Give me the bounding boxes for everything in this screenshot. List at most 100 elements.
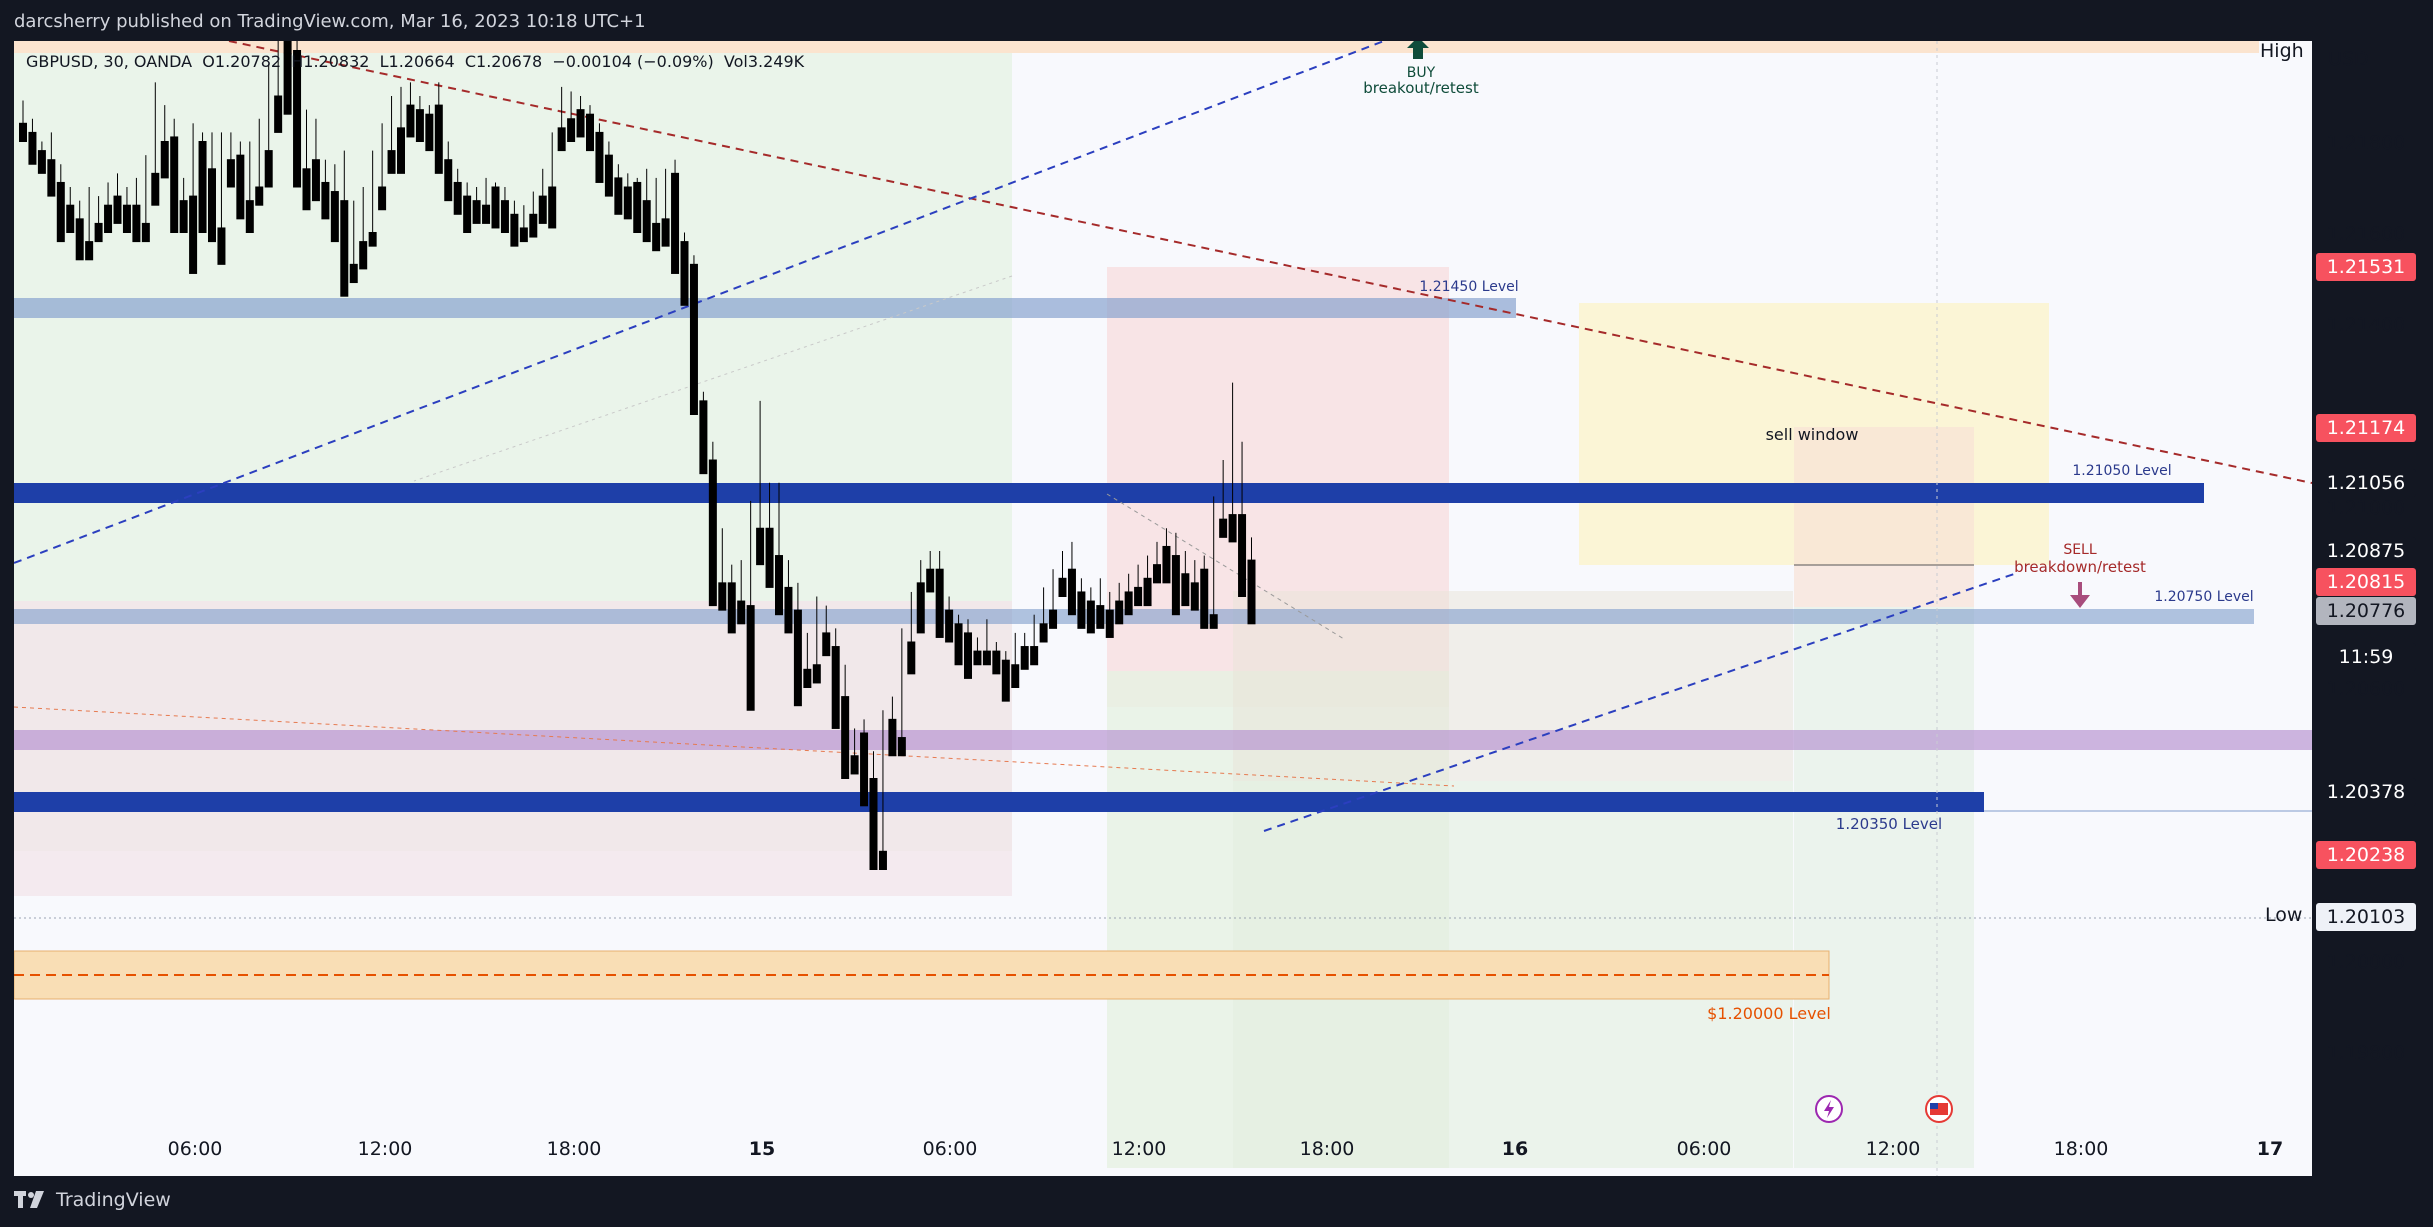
level-label-21450: 1.21450 Level [1419,279,1518,295]
candle-body [633,181,642,233]
footer-bar [0,1177,2433,1227]
candle-body [1096,605,1105,629]
candle-body [916,582,925,634]
candle-body [595,131,604,183]
candle-body [1039,623,1048,643]
price-tick: 1.21400 [2326,314,2406,336]
candle-body [519,227,528,243]
candle-body [1171,555,1180,616]
candle-body [897,737,906,757]
legend-open: O1.20782 [202,52,282,71]
candle-body [415,109,424,143]
time-tick: 18:00 [546,1138,602,1160]
us-flag-canton [1930,1103,1938,1109]
candle-body [756,527,765,566]
candle-body [245,200,254,233]
legend-close: C1.20678 [464,52,543,71]
zone-high-band [14,41,2259,53]
candle-body [671,172,680,274]
candle-body [340,200,349,297]
candle-body [189,195,198,274]
candle-body [311,159,320,202]
candle-body [538,195,547,224]
chart-frame[interactable]: BUY breakout/retest 1.21450 Level 1.21050 L… [13,0,2313,1176]
buy-label: BUY [1407,65,1436,81]
time-tick: 18:00 [2053,1138,2109,1160]
candle-body [567,118,576,142]
time-tick-day: 17 [2256,1138,2284,1160]
candle-body [614,177,623,215]
candle-body [841,696,850,779]
low-marker-label: Low [2265,904,2303,926]
sell-label: SELL [2063,542,2097,558]
candle-body [217,227,226,265]
candle-body [491,186,500,229]
candle-body [500,200,509,233]
candle-body [727,582,736,634]
candle-body [548,186,557,229]
candle-body [907,641,916,675]
price-tick: 1.19800 [2326,1042,2406,1064]
candle-body [255,186,264,206]
candle-body [387,150,396,174]
candle-body [775,555,783,616]
candle-body [132,204,141,243]
price-label-dark: 1.21056 [2316,469,2416,497]
trendline-support [1263,573,2015,832]
candle-body [784,586,793,634]
candle-body [56,181,65,243]
candle-body [321,181,330,220]
time-tick: 06:00 [922,1138,978,1160]
candle-body [330,191,339,243]
candle-body [1105,609,1114,638]
sell-arrow-icon [2070,582,2090,608]
candle-body [66,204,75,233]
price-tick: 1.21600 [2326,223,2406,245]
candle-body [604,154,613,197]
candle-body [1209,614,1218,629]
candle-body [104,204,113,233]
price-label-dark: 1.20378 [2316,778,2416,806]
level-band-21050 [14,483,2204,503]
candle-body [264,150,273,188]
trendline-orange [13,706,1455,787]
candle-body [113,195,122,224]
candle-body [529,213,538,238]
candle-body [47,159,56,197]
trendline-desc [228,40,2313,484]
tradingview-brand[interactable]: TradingView [14,1189,171,1211]
candle-body [406,104,415,138]
candle-body [954,623,963,666]
candle-body [1247,559,1256,625]
candle-body [198,141,207,233]
candle-body [425,113,434,152]
candle-body [831,646,840,729]
price-tick: 1.21800 [2326,132,2406,154]
candle-body [482,204,491,224]
candle-body [28,131,37,165]
buy-sublabel: breakout/retest [1363,79,1479,97]
price-tick: 1.21000 [2326,497,2406,519]
sell-sublabel: breakdown/retest [2014,558,2146,576]
candle-body [1238,514,1247,598]
candle-body [888,718,897,757]
zone-purple [14,730,2312,750]
currency-label[interactable]: USD [2328,48,2369,70]
tradingview-logo-icon [14,1191,48,1209]
price-label-current: 1.20776 [2316,597,2416,625]
candle-body [19,122,27,143]
candle-body [397,127,405,174]
candle-body [652,222,661,252]
publish-line: darcsherry published on TradingView.com,… [14,11,646,32]
candle-body [860,732,869,807]
candle-body [274,95,283,133]
price-label-red: 1.20815 [2316,568,2416,596]
candle-body [94,222,103,243]
candle-body [982,650,991,666]
candle-body [1049,609,1058,629]
candle-body [85,241,94,261]
candle-body [746,605,755,711]
candle-body [1020,646,1029,670]
candle-body [236,154,245,220]
